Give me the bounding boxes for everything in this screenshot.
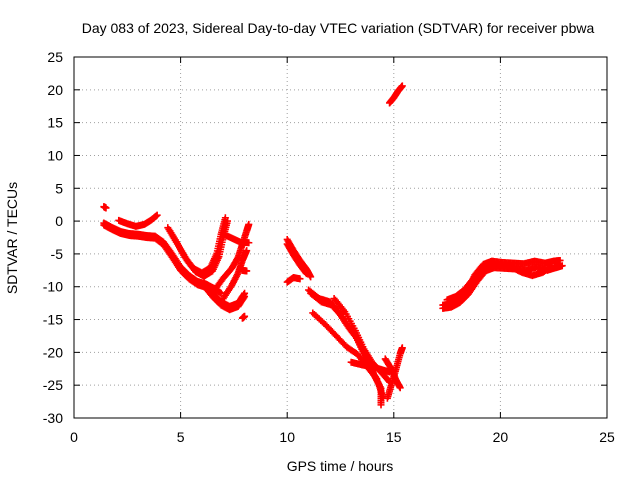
chart-title: Day 083 of 2023, Sidereal Day-to-day VTE… [82,20,595,36]
data-point [547,263,555,271]
plot-frame [73,56,608,419]
series-dot [100,203,110,212]
series-track-a-offset [100,221,219,296]
data-point [307,273,315,281]
x-axis-label: GPS time / hours [287,458,394,474]
y-tick-label: -25 [43,377,63,393]
grid-layer [74,57,607,418]
y-tick-label: 5 [55,180,63,196]
data-point [243,267,251,275]
data-point [372,373,380,381]
data-point [548,262,556,270]
data-point [396,384,404,392]
y-tick-label: -5 [51,246,64,262]
series-track-p [383,344,406,402]
data-point [153,211,161,219]
data-point [245,239,253,247]
data-point [377,401,385,409]
data-point [224,217,232,225]
data-point [241,312,249,320]
x-tick-label: 5 [177,429,185,445]
series-track-c-offset [166,217,232,280]
data-point [302,270,310,278]
data-point [558,262,566,270]
y-tick-label: 15 [47,115,63,131]
series-track-j [283,274,304,286]
y-tick-label: 10 [47,147,63,163]
y-axis-label: SDTVAR / TECUs [4,182,20,294]
data-point [245,220,253,228]
y-tick-label: -30 [43,410,63,426]
series-track-b [115,211,161,230]
data-point [102,204,110,212]
data-point [243,247,251,255]
y-tick-label: 0 [55,213,63,229]
series-track-g [219,230,253,247]
x-tick-label: 25 [599,429,615,445]
data-layer [100,82,566,409]
series-track-d-offset [200,282,249,314]
y-tick-label: -15 [43,312,63,328]
y-tick-label: -20 [43,344,63,360]
series-track-r-low [443,259,556,304]
y-tick-label: 20 [47,82,63,98]
series-track-q [386,82,406,107]
data-point [241,293,249,301]
data-point [296,275,304,283]
x-tick-label: 0 [70,429,78,445]
y-tick-label: -10 [43,279,63,295]
y-tick-label: 25 [47,49,63,65]
x-tick-label: 10 [279,429,295,445]
data-point [398,344,406,352]
x-tick-label: 15 [386,429,402,445]
series-track-e [211,220,253,294]
tick-layer: -30 -25 -20 -15 -10 -5 0 5 10 15 20 25 0 5 10 15 20 25 [43,49,615,445]
series-track-i-offset [283,240,310,278]
data-point [373,375,381,383]
series-dot2 [238,312,249,322]
data-point [398,82,406,90]
series-track-h [238,266,251,275]
x-tick-label: 20 [493,429,509,445]
